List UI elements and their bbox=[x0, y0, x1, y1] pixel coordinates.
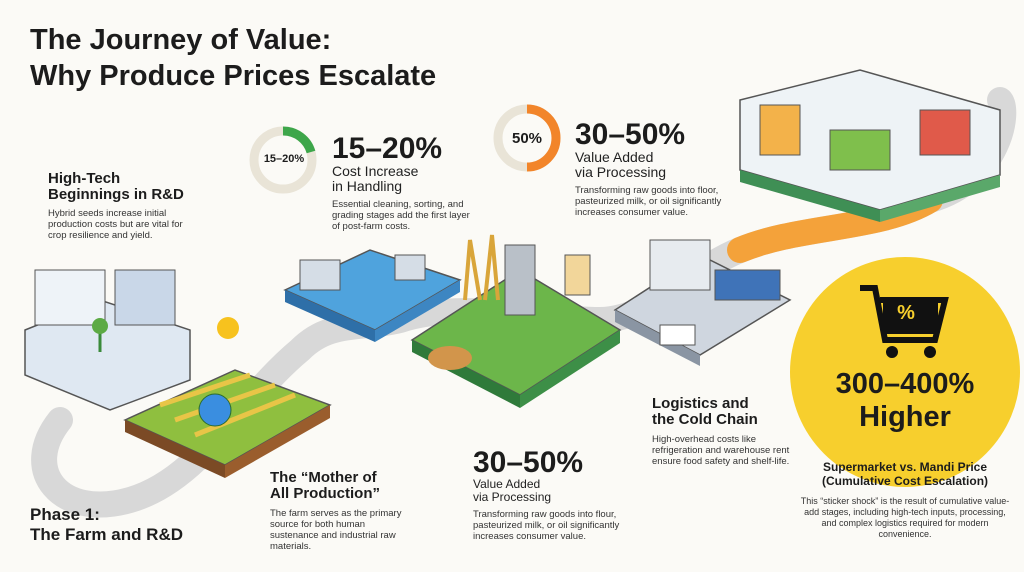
heading: Beginnings in R&D bbox=[48, 186, 184, 203]
heading: the Cold Chain bbox=[652, 411, 758, 428]
donut-arc bbox=[526, 104, 561, 172]
body: Essential cleaning, sorting, and grading… bbox=[332, 199, 470, 232]
stat: Higher bbox=[859, 401, 951, 433]
stat: 30–50% bbox=[575, 118, 686, 151]
stat: 300–400% bbox=[835, 368, 975, 400]
body: Hybrid seeds increase initial production… bbox=[48, 208, 183, 241]
phase-line: Phase 1: bbox=[30, 505, 100, 524]
subtitle: via Processing bbox=[473, 490, 552, 504]
stat: 30–50% bbox=[473, 446, 584, 479]
subtitle: Value Added bbox=[473, 477, 541, 491]
subtitle: via Processing bbox=[575, 164, 667, 180]
subtitle: in Handling bbox=[332, 178, 403, 194]
stat: 15–20% bbox=[332, 132, 443, 165]
cart-icon bbox=[860, 285, 949, 358]
heading: High-Tech bbox=[48, 170, 121, 187]
body: Transforming raw goods into flour, paste… bbox=[473, 509, 620, 542]
rnd-block: High-Tech Beginnings in R&D Hybrid seeds … bbox=[48, 170, 198, 242]
handling-platform bbox=[283, 249, 462, 342]
subtitle: Cost Increase bbox=[332, 163, 419, 179]
body: Transforming raw goods into floor, paste… bbox=[575, 185, 722, 218]
body: The farm serves as the primary source fo… bbox=[270, 508, 402, 552]
farm bbox=[123, 317, 332, 478]
subtitle: Value Added bbox=[575, 149, 654, 165]
heading: Logistics and bbox=[652, 395, 749, 412]
donut-label: 50% bbox=[511, 130, 543, 147]
phase-line: The Farm and R&D bbox=[30, 525, 184, 544]
heading: (Cumulative Cost Escalation) bbox=[821, 474, 989, 488]
logistics-block: Logistics and the Cold Chain High-overhea… bbox=[652, 395, 792, 468]
title-line: Why Produce Prices Escalate bbox=[30, 60, 437, 92]
heading: All Production” bbox=[270, 485, 380, 502]
heading: The “Mother of bbox=[270, 469, 377, 486]
processing-platform bbox=[410, 234, 622, 408]
phase-label: Phase 1: The Farm and R&D bbox=[30, 505, 183, 545]
supermarket-block: Supermarket vs. Mandi Price (Cumulative C… bbox=[800, 460, 1010, 540]
donut-label: 15–20% bbox=[263, 153, 305, 165]
title-line: The Journey of Value: bbox=[30, 24, 332, 56]
logistics-platform bbox=[613, 239, 792, 366]
donut-arc bbox=[282, 126, 316, 154]
supermarket-stat: 300–400% Higher bbox=[800, 368, 1010, 434]
processing-top-block: 30–50% Value Added via Processing Transfo… bbox=[575, 118, 725, 219]
supermarket bbox=[739, 69, 1001, 222]
highlight-circle bbox=[790, 257, 1020, 487]
lab bbox=[24, 269, 191, 411]
handling-block: 15–20% Cost Increase in Handling Essentia… bbox=[332, 132, 472, 233]
body: This “sticker shock” is the result of cu… bbox=[800, 496, 1010, 539]
mother-block: The “Mother of All Production” The farm s… bbox=[270, 469, 410, 553]
processing-bottom-block: 30–50% Value Added via Processing Transfo… bbox=[473, 446, 628, 543]
title: The Journey of Value: Why Produce Prices… bbox=[30, 22, 436, 94]
cart-percent: % bbox=[897, 302, 915, 324]
heading: Supermarket vs. Mandi Price bbox=[822, 460, 988, 474]
body: High-overhead costs like refrigeration a… bbox=[652, 434, 790, 467]
